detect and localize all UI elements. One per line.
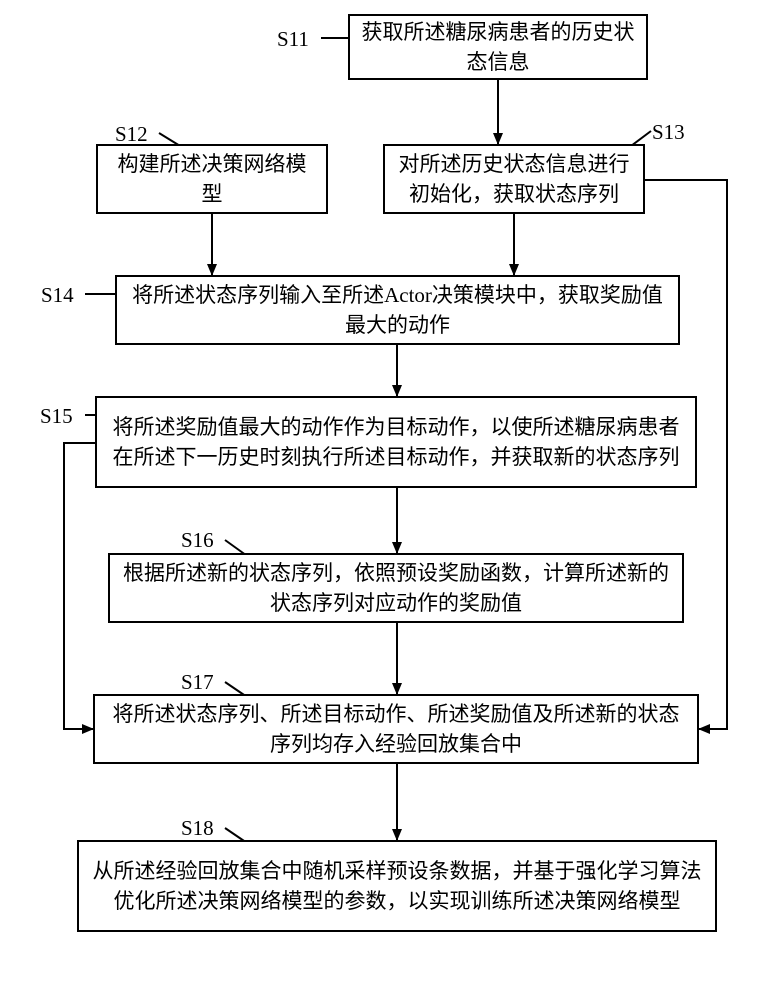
step-label-s13: S13 xyxy=(652,120,685,145)
step-box-s16: 根据所述新的状态序列，依照预设奖励函数，计算所述新的状态序列对应动作的奖励值 xyxy=(108,553,684,623)
step-box-s14: 将所述状态序列输入至所述Actor决策模块中，获取奖励值最大的动作 xyxy=(115,275,680,345)
step-label-s17: S17 xyxy=(181,670,214,695)
step-label-s11: S11 xyxy=(277,27,309,52)
step-label-s14: S14 xyxy=(41,283,74,308)
step-box-s12: 构建所述决策网络模型 xyxy=(96,144,328,214)
flowchart-canvas: S11获取所述糖尿病患者的历史状态信息S12构建所述决策网络模型S13对所述历史… xyxy=(0,0,757,1000)
step-label-s18: S18 xyxy=(181,816,214,841)
step-box-s18: 从所述经验回放集合中随机采样预设条数据，并基于强化学习算法优化所述决策网络模型的… xyxy=(77,840,717,932)
step-label-s15: S15 xyxy=(40,404,73,429)
step-label-s16: S16 xyxy=(181,528,214,553)
step-box-s17: 将所述状态序列、所述目标动作、所述奖励值及所述新的状态序列均存入经验回放集合中 xyxy=(93,694,699,764)
step-box-s11: 获取所述糖尿病患者的历史状态信息 xyxy=(348,14,648,80)
step-box-s13: 对所述历史状态信息进行初始化，获取状态序列 xyxy=(383,144,645,214)
step-box-s15: 将所述奖励值最大的动作作为目标动作，以使所述糖尿病患者在所述下一历史时刻执行所述… xyxy=(95,396,697,488)
edge-16 xyxy=(64,443,95,729)
